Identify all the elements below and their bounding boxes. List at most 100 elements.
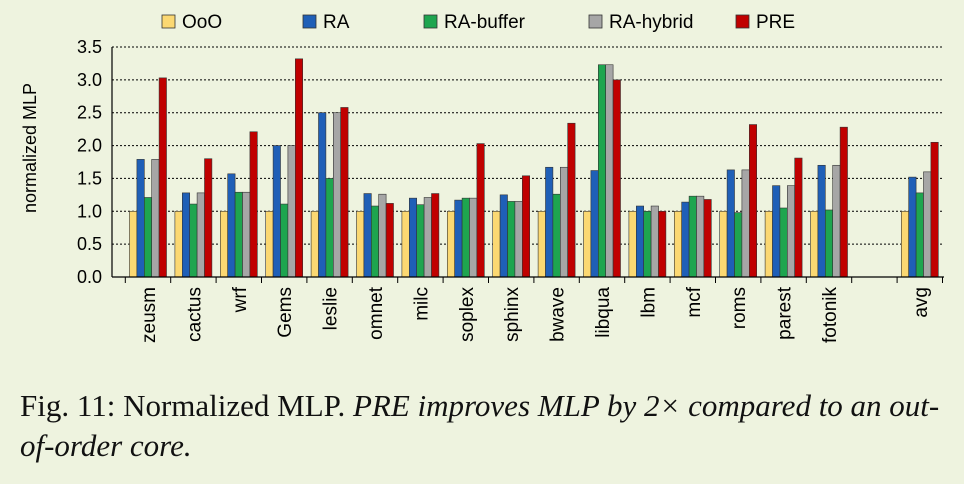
bar-PRE-omnet (385, 203, 394, 278)
bar-RA-buffer-bwave (552, 193, 561, 278)
caption-label: Fig. 11: Normalized MLP. (20, 388, 346, 423)
x-category-label: milc (411, 287, 432, 321)
bar-OoO-wrf (220, 210, 229, 278)
bar-RA-buffer-leslie (325, 178, 334, 278)
x-category-label: soplex (457, 287, 478, 342)
x-category-label: mcf (684, 286, 705, 317)
y-tick-label: 3.5 (77, 37, 102, 57)
bar-RA-hybrid-cactus (196, 192, 205, 278)
bar-PRE-roms (748, 124, 757, 278)
bar-OoO-milc (401, 210, 410, 278)
legend-label: RA (323, 12, 350, 33)
bar-RA-hybrid-omnet (378, 193, 387, 278)
bar-RA-lbm (635, 205, 644, 278)
bar-OoO-bwave (537, 210, 546, 278)
bar-OoO-Gems (265, 210, 274, 278)
bar-PRE-mcf (703, 199, 712, 278)
bar-OoO-fotonik (810, 210, 819, 278)
bar-OoO-roms (719, 210, 728, 278)
bar-OoO-cactus (174, 210, 183, 278)
y-tick-label: 1.5 (77, 168, 102, 188)
bar-RA-buffer-fotonik (824, 209, 833, 278)
bar-RA-buffer-zeusm (144, 197, 153, 278)
bar-PRE-avg (930, 141, 939, 278)
bar-RA-leslie (318, 112, 327, 278)
bar-RA-hybrid-mcf (696, 195, 705, 278)
bar-RA-hybrid-wrf (242, 191, 251, 278)
bar-PRE-milc (431, 193, 440, 278)
bar-PRE-cactus (204, 158, 213, 278)
bar-RA-bwave (545, 166, 554, 278)
mlp-bar-chart: 0.0 0.5 1.0 1.5 2.0 2.5 3.0 3.5 zeusm cactus wrf G… (20, 12, 944, 343)
legend: OoO RA RA-buffer RA-hybrid PRE (161, 12, 795, 33)
bar-RA-roms (726, 169, 735, 278)
bar-RA-fotonik (817, 164, 826, 278)
figure-caption: Fig. 11: Normalized MLP. PRE improves ML… (20, 386, 950, 466)
x-category-label: wrf (230, 286, 251, 313)
bar-OoO-soplex (446, 210, 455, 278)
bar-PRE-bwave (567, 122, 576, 278)
bar-RA-sphinx (499, 194, 508, 278)
bar-RA-cactus (182, 192, 191, 278)
bar-RA-buffer-soplex (461, 197, 470, 278)
x-category-label: leslie (321, 287, 342, 330)
bar-RA-mcf (681, 201, 690, 278)
bar-OoO-zeusm (129, 210, 138, 278)
y-tick-label: 2.0 (77, 136, 102, 156)
legend-swatch-RA-buffer (423, 14, 438, 29)
bar-OoO-avg (900, 210, 909, 278)
bar-RA-buffer-avg (915, 192, 924, 278)
bar-RA-hybrid-roms (741, 169, 750, 278)
bar-OoO-mcf (673, 210, 682, 278)
bar-RA-buffer-mcf (688, 195, 697, 278)
bar-RA-omnet (363, 193, 372, 278)
bar-RA-hybrid-zeusm (151, 159, 160, 278)
bar-RA-hybrid-parest (786, 185, 795, 278)
legend-label: RA-hybrid (609, 12, 693, 33)
x-category-label: fotonik (820, 287, 841, 343)
bar-RA-buffer-omnet (370, 205, 379, 278)
bar-RA-hybrid-avg (923, 171, 932, 278)
bar-RA-wrf (227, 173, 236, 278)
x-category-label: zeusm (139, 287, 160, 343)
bar-OoO-omnet (356, 210, 365, 278)
bar-RA-soplex (454, 199, 463, 278)
bar-OoO-leslie (310, 210, 319, 278)
x-category-label: roms (729, 287, 750, 329)
y-tick-label: 0.5 (77, 234, 102, 254)
bar-RA-buffer-cactus (189, 203, 198, 278)
bar-RA-buffer-lbm (643, 210, 652, 278)
bar-RA-buffer-Gems (280, 203, 289, 278)
caption-text: PRE improves MLP by 2× compared to an ou… (20, 388, 940, 463)
x-category-label: sphinx (502, 287, 523, 342)
bar-RA-hybrid-fotonik (832, 164, 841, 278)
bar-RA-hybrid-leslie (332, 112, 341, 278)
y-tick-label: 0.0 (77, 267, 102, 287)
bar-RA-buffer-libqua (597, 64, 606, 278)
bar-RA-hybrid-sphinx (514, 201, 523, 278)
legend-label: PRE (756, 12, 795, 33)
x-category-label: libqua (593, 287, 614, 338)
y-tick-label: 3.0 (77, 70, 102, 90)
x-category-label: bwave (548, 287, 569, 342)
legend-swatch-PRE (735, 14, 750, 29)
x-axis: zeusm cactus wrf Gems leslie omnet milc soplex s… (112, 276, 944, 343)
bar-PRE-parest (794, 157, 803, 278)
bar-PRE-sphinx (521, 175, 530, 278)
legend-label: OoO (182, 12, 222, 33)
bar-PRE-leslie (340, 107, 349, 278)
bar-RA-hybrid-soplex (469, 197, 478, 278)
bar-RA-buffer-sphinx (507, 201, 516, 278)
bar-OoO-sphinx (492, 210, 501, 278)
y-tick-label: 1.0 (77, 201, 102, 221)
bar-PRE-soplex (476, 143, 485, 278)
bar-RA-hybrid-lbm (650, 205, 659, 278)
bar-RA-hybrid-milc (423, 197, 432, 278)
bar-RA-Gems (272, 145, 281, 278)
legend-swatch-OoO (161, 14, 176, 29)
bar-RA-hybrid-Gems (287, 145, 296, 278)
x-category-label: parest (775, 286, 796, 340)
y-axis: 0.0 0.5 1.0 1.5 2.0 2.5 3.0 3.5 (77, 37, 113, 287)
y-tick-label: 2.5 (77, 103, 102, 123)
bar-RA-parest (772, 185, 781, 278)
